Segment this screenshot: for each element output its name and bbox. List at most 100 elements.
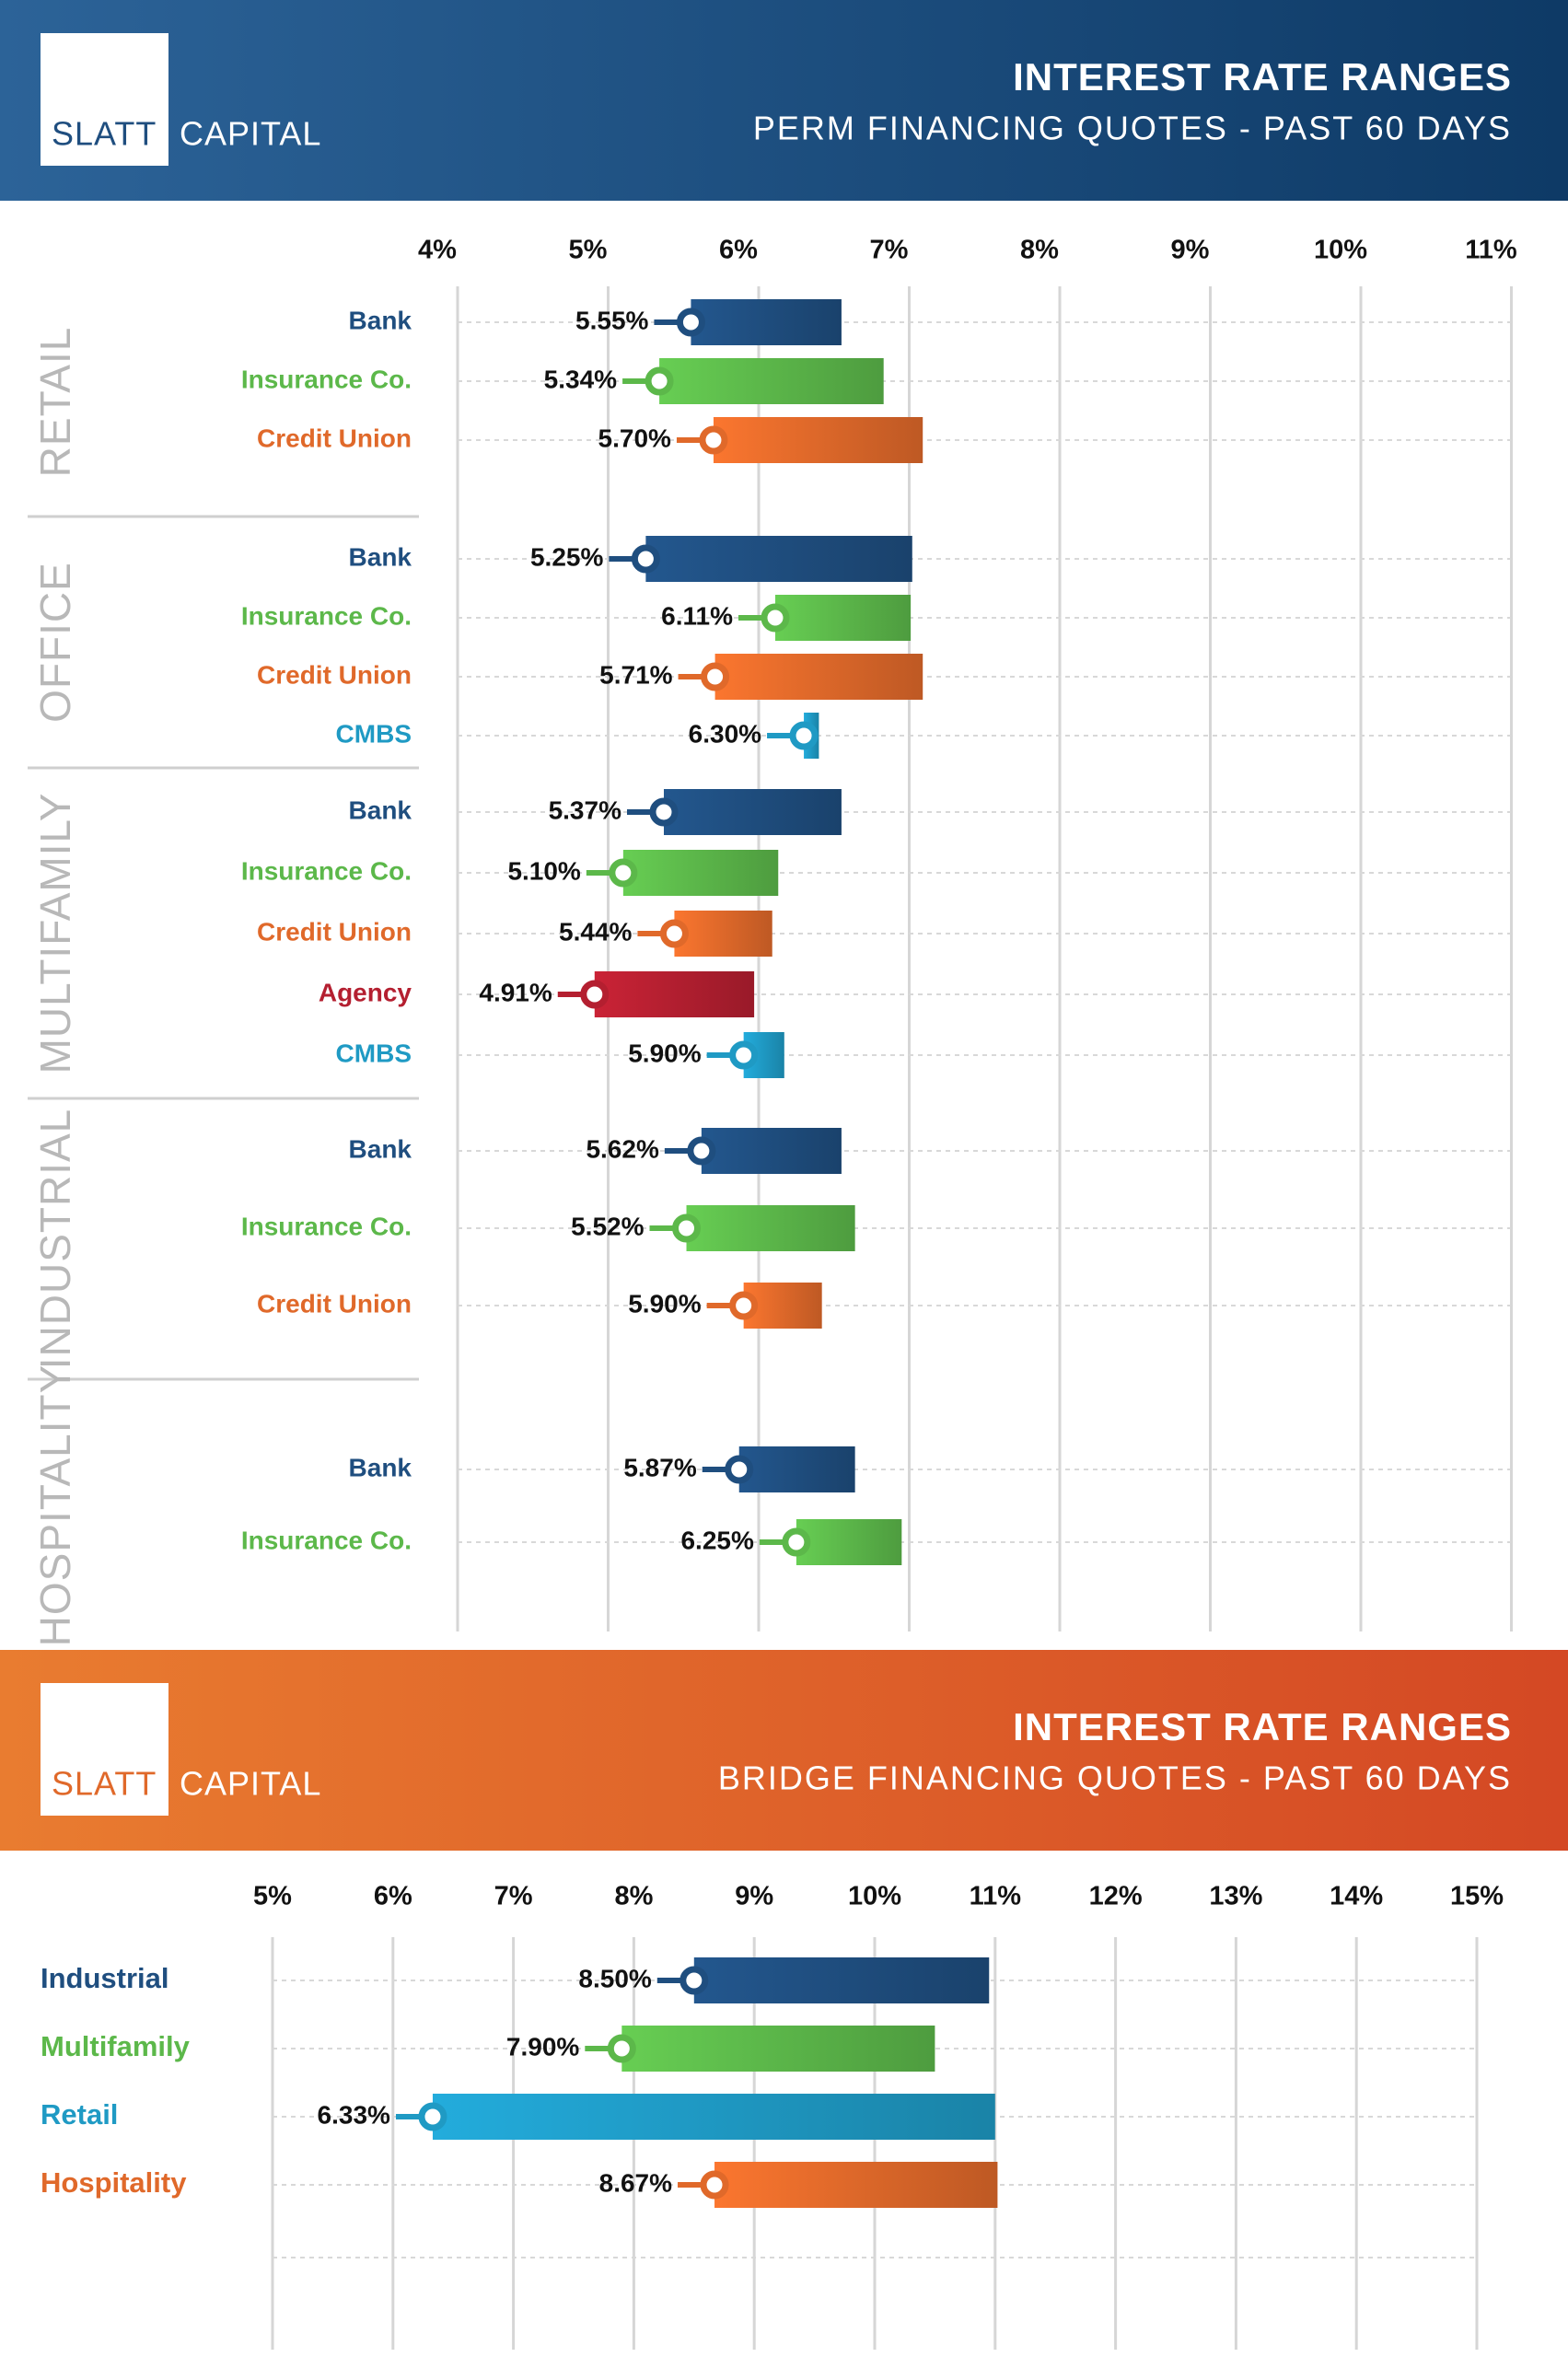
x-tick-label: 11%	[1465, 236, 1517, 265]
low-marker	[701, 662, 730, 691]
row-label: Bank	[349, 1134, 412, 1163]
row-label: Insurance Co.	[241, 1526, 412, 1554]
x-tick-label: 5%	[253, 1882, 292, 1911]
logo-box	[41, 33, 168, 166]
low-marker	[659, 919, 689, 948]
value-label: 5.62%	[586, 1134, 658, 1163]
range-bar	[686, 1205, 855, 1251]
range-bar	[714, 2162, 998, 2208]
low-marker	[679, 1966, 709, 1995]
value-label: 5.52%	[571, 1212, 644, 1240]
value-label: 6.25%	[680, 1526, 753, 1554]
x-tick-label: 4%	[418, 236, 457, 265]
x-tick-label: 8%	[1020, 236, 1059, 265]
range-bar	[738, 1446, 855, 1492]
low-marker	[789, 721, 819, 750]
row-label: Credit Union	[257, 424, 412, 452]
x-tick-label: 10%	[1314, 236, 1367, 265]
row-label: Bank	[349, 1453, 412, 1481]
row-label: Insurance Co.	[241, 601, 412, 630]
low-marker	[607, 2034, 636, 2063]
low-marker	[609, 858, 638, 888]
row-label: Bank	[349, 306, 412, 334]
chart-subtitle: PERM FINANCING QUOTES - PAST 60 DAYS	[753, 110, 1512, 147]
range-bar	[621, 2026, 935, 2072]
chart-title: INTEREST RATE RANGES	[1013, 1705, 1512, 1748]
row-label: Insurance Co.	[241, 365, 412, 393]
x-tick-label: 15%	[1450, 1882, 1504, 1911]
low-marker	[699, 425, 728, 455]
low-marker	[729, 1291, 759, 1320]
x-tick-label: 10%	[848, 1882, 901, 1911]
x-tick-label: 7%	[870, 236, 909, 265]
range-bar	[796, 1519, 902, 1565]
row-label: Credit Union	[257, 917, 412, 946]
low-marker	[631, 544, 660, 574]
range-bar	[693, 1957, 990, 2003]
value-label: 5.90%	[628, 1039, 701, 1067]
low-marker	[700, 2170, 729, 2200]
range-bar	[691, 299, 842, 345]
value-label: 4.91%	[479, 978, 552, 1006]
low-marker	[782, 1527, 811, 1557]
x-tick-label: 5%	[569, 236, 608, 265]
x-tick-label: 11%	[970, 1882, 1022, 1911]
row-label: Insurance Co.	[241, 856, 412, 885]
x-tick-label: 14%	[1330, 1882, 1383, 1911]
row-label: Insurance Co.	[241, 1212, 412, 1240]
low-marker	[761, 603, 790, 633]
value-label: 5.55%	[575, 306, 648, 334]
logo-box	[41, 1683, 168, 1816]
value-label: 6.11%	[661, 601, 733, 630]
group-label: HOSPITALITY	[31, 1364, 79, 1647]
range-bar	[594, 971, 755, 1017]
chart-title: INTEREST RATE RANGES	[1013, 55, 1512, 99]
range-bar	[622, 850, 779, 896]
range-bar	[663, 789, 842, 835]
value-label: 6.30%	[689, 719, 761, 748]
range-bar	[774, 595, 912, 641]
row-label: CMBS	[336, 719, 412, 748]
logo-tagline: CAPITAL	[180, 115, 321, 153]
x-tick-label: 6%	[719, 236, 758, 265]
range-bar	[432, 2094, 995, 2140]
low-marker	[418, 2102, 447, 2131]
low-marker	[729, 1040, 759, 1070]
value-label: 5.25%	[530, 542, 603, 571]
value-label: 5.87%	[623, 1453, 696, 1481]
x-tick-label: 8%	[614, 1882, 653, 1911]
row-label: Hospitality	[41, 2166, 187, 2199]
row-label: Retail	[41, 2098, 118, 2131]
value-label: 7.90%	[506, 2032, 579, 2061]
value-label: 5.10%	[507, 856, 580, 885]
range-bar	[674, 911, 772, 957]
row-label: Bank	[349, 542, 412, 571]
low-marker	[580, 980, 610, 1009]
low-marker	[649, 797, 679, 827]
range-bar	[713, 417, 923, 463]
range-bar	[701, 1128, 842, 1174]
group-label: OFFICE	[31, 562, 79, 723]
x-tick-label: 6%	[374, 1882, 412, 1911]
value-label: 8.67%	[599, 2168, 672, 2197]
row-label: Credit Union	[257, 660, 412, 689]
logo-name: SLATT	[52, 1765, 157, 1803]
x-tick-label: 13%	[1209, 1882, 1262, 1911]
x-tick-label: 7%	[494, 1882, 533, 1911]
row-label: Industrial	[41, 1962, 169, 1994]
low-marker	[645, 366, 674, 396]
logo-name: SLATT	[52, 115, 157, 153]
range-bar	[645, 536, 912, 582]
x-tick-label: 9%	[735, 1882, 773, 1911]
range-bar	[714, 654, 923, 700]
row-label: Agency	[319, 978, 412, 1006]
range-bar	[659, 358, 884, 404]
low-marker	[672, 1213, 702, 1243]
group-label: MULTIFAMILY	[31, 793, 79, 1074]
value-label: 5.37%	[549, 795, 621, 824]
value-label: 5.44%	[559, 917, 632, 946]
chart-subtitle: BRIDGE FINANCING QUOTES - PAST 60 DAYS	[718, 1759, 1512, 1797]
low-marker	[676, 308, 705, 337]
